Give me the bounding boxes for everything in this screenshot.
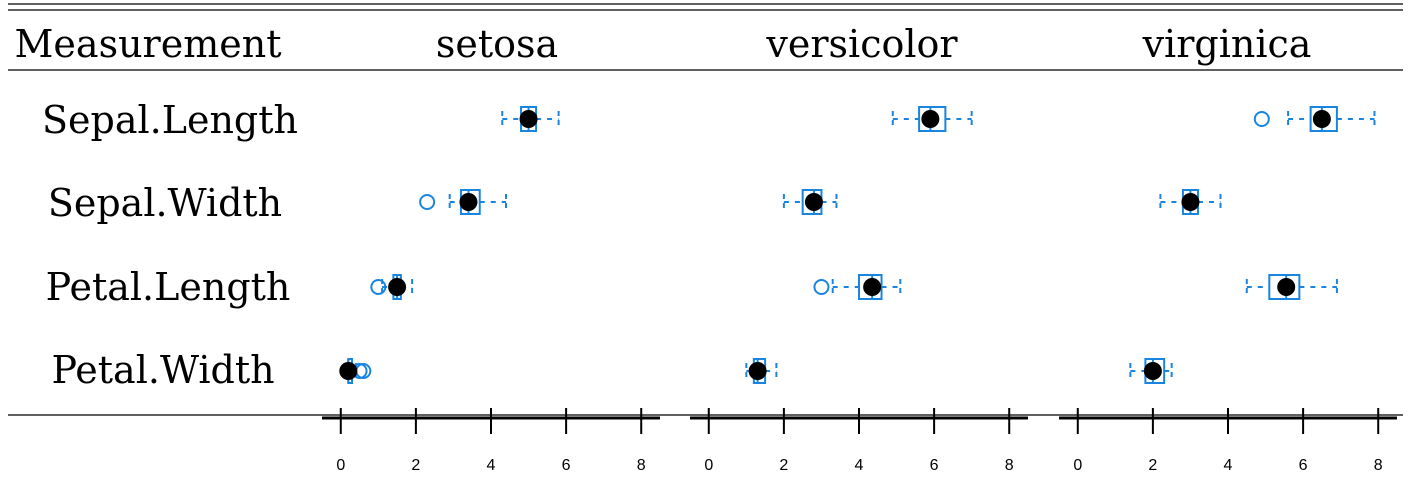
measurement-header: Measurement: [15, 22, 282, 66]
box-virginica-Petal.Width: [1129, 358, 1173, 384]
x-tick-label: 2: [1148, 457, 1157, 474]
median-point: [459, 193, 478, 211]
panel-versicolor: versicolor 0 2 4 6 8: [690, 22, 1028, 474]
median-point: [1143, 362, 1162, 380]
x-tick-label: 6: [1299, 457, 1308, 474]
median-point: [748, 362, 767, 380]
box-setosa-Sepal.Length: [501, 106, 560, 132]
box-setosa-Petal.Width: [339, 358, 372, 384]
outlier-point: [813, 279, 830, 295]
iqr-box: [1309, 106, 1338, 132]
x-tick-label: 4: [487, 457, 496, 474]
x-tick-label: 4: [1224, 457, 1233, 474]
box-versicolor-Petal.Width: [745, 358, 778, 384]
box-virginica-Sepal.Length: [1253, 106, 1376, 132]
box-versicolor-Sepal.Length: [891, 106, 973, 132]
median-point: [863, 278, 882, 296]
median-point: [1312, 110, 1331, 128]
x-tick-label: 2: [779, 457, 788, 474]
x-tick-label: 6: [930, 457, 939, 474]
x-tick-label: 8: [637, 457, 646, 474]
box-versicolor-Petal.Length: [813, 274, 902, 300]
x-tick-label: 6: [562, 457, 571, 474]
outlier-point: [419, 194, 436, 210]
top-rules: [8, 3, 1403, 11]
column-header-virginica: virginica: [1142, 22, 1312, 66]
row-label: Sepal.Length: [42, 98, 298, 142]
median-point: [519, 110, 538, 128]
x-tick-label: 8: [1005, 457, 1014, 474]
x-tick-label: 8: [1374, 457, 1383, 474]
outlier-point: [1253, 111, 1270, 127]
box-setosa-Petal.Length: [370, 274, 414, 300]
median-point: [1181, 193, 1200, 211]
row-labels: Sepal.Length Sepal.Width Petal.Length Pe…: [42, 98, 298, 392]
x-tick-label: 0: [336, 457, 345, 474]
panel-setosa: setosa 0 2 4 6 8: [322, 22, 660, 474]
column-header-setosa: setosa: [436, 22, 558, 66]
box-virginica-Petal.Length: [1245, 274, 1338, 300]
median-point: [388, 278, 407, 296]
iqr-box: [918, 106, 947, 132]
median-point: [1277, 278, 1296, 296]
column-header-versicolor: versicolor: [765, 22, 958, 66]
box-virginica-Sepal.Width: [1159, 189, 1222, 215]
outlier-point: [370, 279, 387, 295]
panel-virginica: virginica 0 2 4 6 8: [1059, 22, 1397, 474]
x-tick-label: 2: [411, 457, 420, 474]
row-label: Petal.Length: [46, 265, 291, 309]
median-point: [339, 362, 358, 380]
box-versicolor-Sepal.Width: [782, 189, 838, 215]
panels: setosa 0 2 4 6 8 versicolor 0 2 4 6 8 virginica 0 2 4 6 8: [322, 22, 1397, 474]
iqr-box: [1268, 274, 1301, 300]
x-tick-label: 4: [855, 457, 864, 474]
iqr-box: [858, 274, 883, 300]
median-point: [921, 110, 940, 128]
box-setosa-Sepal.Width: [419, 189, 508, 215]
x-tick-label: 0: [1073, 457, 1082, 474]
x-tick-label: 0: [704, 457, 713, 474]
row-label: Sepal.Width: [48, 181, 282, 225]
row-label: Petal.Width: [51, 348, 274, 392]
median-point: [804, 193, 823, 211]
